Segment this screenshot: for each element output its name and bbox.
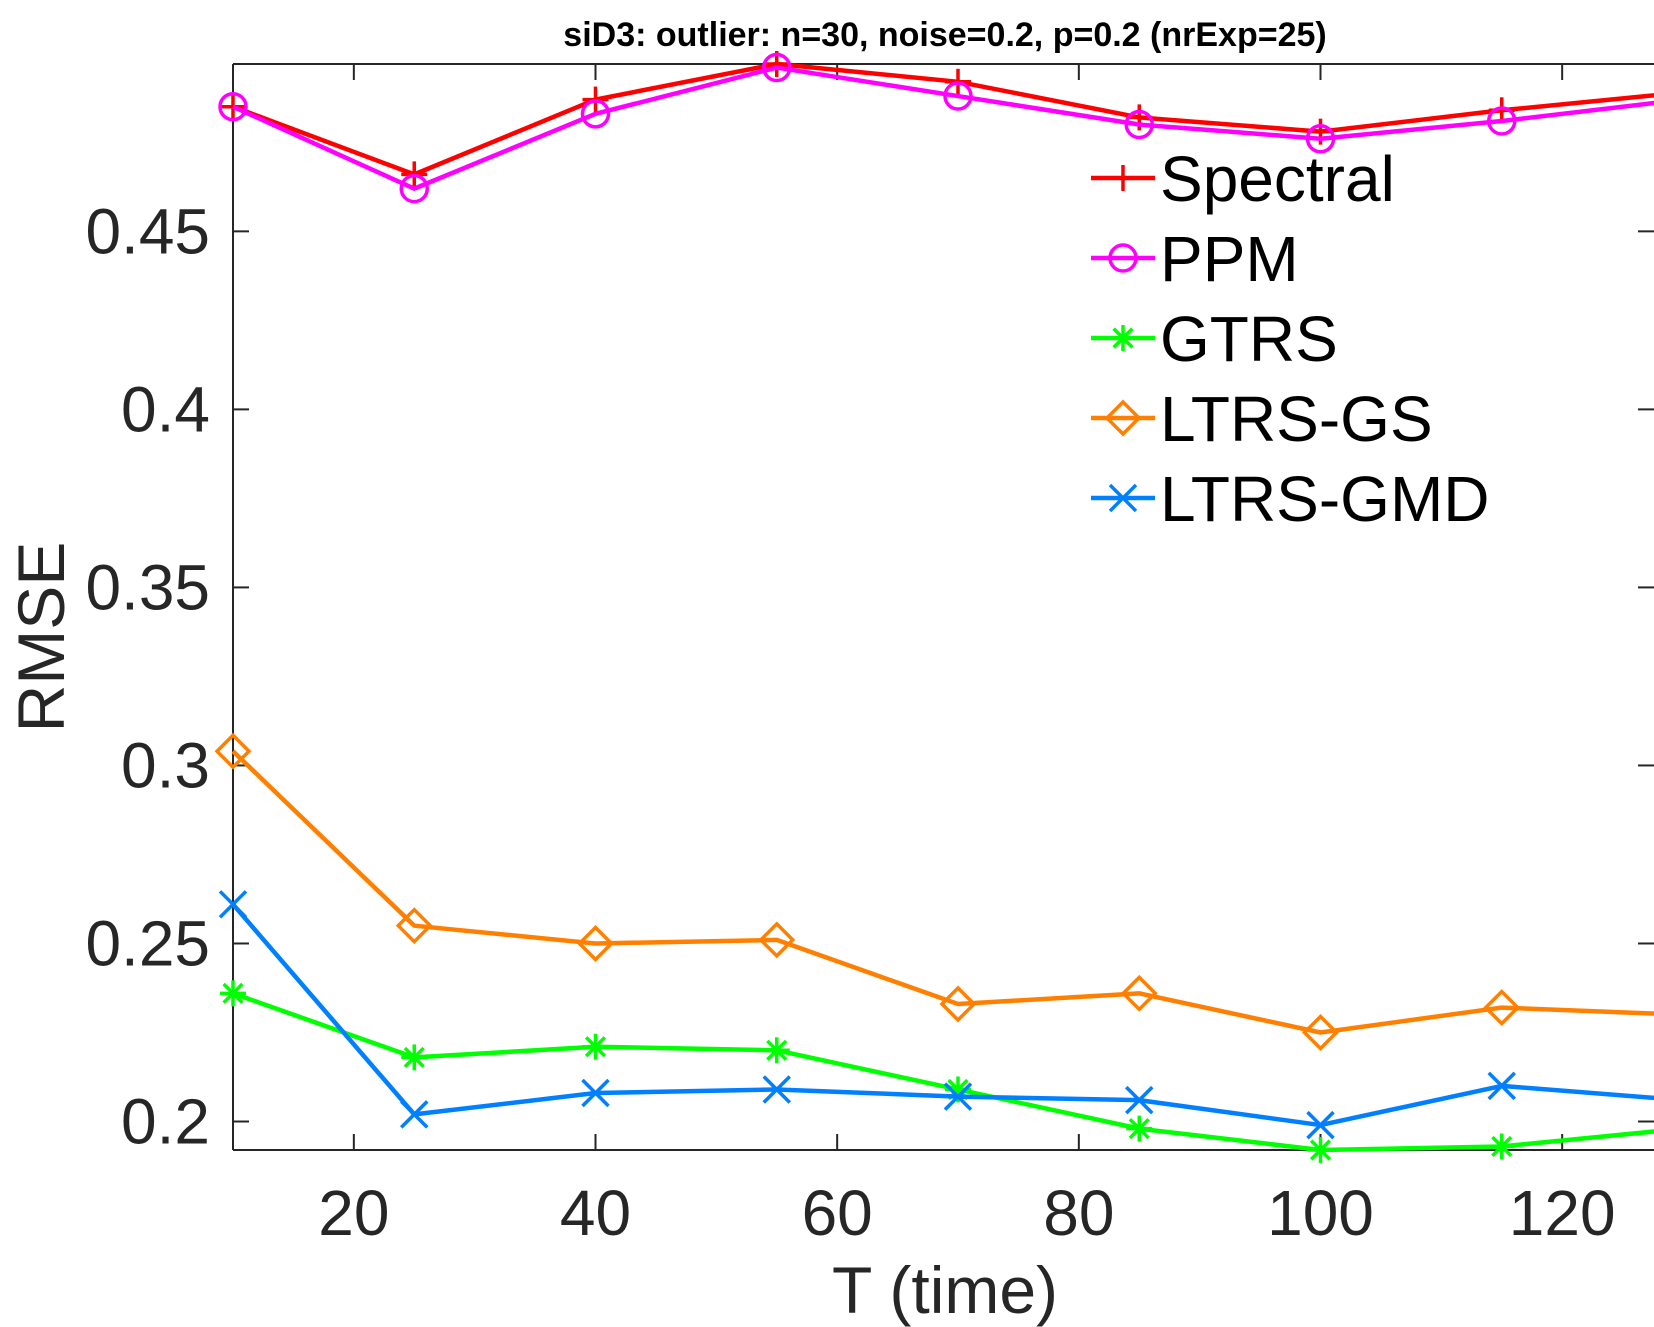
legend-label: Spectral bbox=[1160, 143, 1395, 215]
legend-marker bbox=[1110, 325, 1136, 351]
data-point-gtrs bbox=[1488, 1133, 1515, 1160]
data-point-gtrs bbox=[763, 1037, 790, 1064]
y-axis-label: RMSE bbox=[4, 542, 78, 733]
y-tick-label: 0.45 bbox=[85, 195, 210, 267]
legend-marker bbox=[1108, 483, 1138, 513]
data-point-ltrs-gs bbox=[1302, 1014, 1339, 1051]
data-point-ltrs-gmd bbox=[1487, 1071, 1516, 1101]
series-line-ppm bbox=[232, 65, 1654, 191]
data-point-ppm bbox=[1487, 106, 1517, 136]
series-layer bbox=[214, 51, 1654, 1163]
data-point-ltrs-gmd bbox=[1306, 1110, 1335, 1140]
x-tick-label: 60 bbox=[802, 1177, 873, 1249]
data-point-gtrs bbox=[1126, 1115, 1153, 1142]
data-point-ltrs-gmd bbox=[762, 1075, 791, 1104]
data-point-ppm bbox=[1305, 124, 1336, 154]
y-tick-label: 0.2 bbox=[121, 1086, 210, 1158]
data-point-gtrs bbox=[1307, 1137, 1334, 1163]
x-tick-label: 80 bbox=[1043, 1177, 1114, 1249]
x-tick-label: 120 bbox=[1509, 1177, 1616, 1249]
legend-label: LTRS-GS bbox=[1160, 383, 1433, 455]
legend-item-ltrs-gs: LTRS-GS bbox=[1091, 383, 1433, 455]
data-point-ppm bbox=[399, 173, 429, 204]
data-point-gtrs bbox=[220, 980, 246, 1007]
y-tick-label: 0.4 bbox=[121, 373, 210, 445]
data-point-ltrs-gmd bbox=[581, 1078, 610, 1108]
data-point-ppm bbox=[943, 81, 973, 111]
x-tick-label: 40 bbox=[560, 1177, 631, 1249]
data-point-ltrs-gs bbox=[939, 985, 977, 1023]
legend-marker bbox=[1108, 243, 1138, 273]
plot-area bbox=[233, 64, 1654, 1150]
data-point-ltrs-gs bbox=[1120, 974, 1158, 1012]
data-point-ppm bbox=[580, 99, 611, 129]
data-point-ltrs-gs bbox=[577, 925, 614, 962]
legend-item-ltrs-gmd: LTRS-GMD bbox=[1091, 463, 1489, 535]
legend-label: GTRS bbox=[1160, 303, 1338, 375]
data-point-ltrs-gs bbox=[395, 907, 433, 945]
data-point-gtrs bbox=[582, 1033, 609, 1060]
data-point-ppm bbox=[762, 52, 792, 83]
data-point-ppm bbox=[1124, 109, 1154, 140]
data-point-ltrs-gs bbox=[1483, 989, 1521, 1027]
series-ppm bbox=[218, 52, 1654, 204]
data-point-ltrs-gs bbox=[214, 732, 252, 770]
legend-marker bbox=[1110, 165, 1136, 191]
series-gtrs bbox=[220, 980, 1654, 1163]
x-tick-label: 100 bbox=[1267, 1177, 1374, 1249]
data-point-ltrs-gs bbox=[758, 921, 796, 959]
plot-background bbox=[233, 64, 1654, 1150]
data-point-ltrs-gmd bbox=[1125, 1085, 1154, 1115]
y-tick-label: 0.3 bbox=[121, 729, 210, 801]
legend-item-gtrs: GTRS bbox=[1091, 303, 1338, 375]
x-axis-label: T (time) bbox=[832, 1253, 1058, 1327]
data-point-ltrs-gmd bbox=[400, 1100, 429, 1129]
data-point-ppm bbox=[218, 91, 248, 122]
legend-label: PPM bbox=[1160, 223, 1299, 295]
legend-item-spectral: Spectral bbox=[1091, 143, 1395, 215]
series-line-ltrs-gs bbox=[231, 749, 1654, 1035]
legend-label: LTRS-GMD bbox=[1160, 463, 1489, 535]
x-tick-label: 20 bbox=[318, 1177, 389, 1249]
chart-title: siD3: outlier: n=30, noise=0.2, p=0.2 (n… bbox=[563, 16, 1326, 54]
data-point-gtrs bbox=[401, 1044, 428, 1071]
data-point-ltrs-gmd bbox=[218, 890, 248, 919]
series-ltrs-gs bbox=[214, 732, 1654, 1051]
series-ltrs-gmd bbox=[218, 890, 1654, 1140]
data-point-ltrs-gmd bbox=[943, 1082, 973, 1111]
legend: Spectral PPM GTRS LTRS-GS LTRS-GMD bbox=[1091, 143, 1489, 535]
legend-item-ppm: PPM bbox=[1091, 223, 1299, 295]
legend-marker bbox=[1104, 399, 1142, 437]
y-tick-label: 0.25 bbox=[85, 907, 210, 979]
ticks: 20 40 60 80 100 120 0.2 0.25 0.3 0.35 0.4 0.45 bbox=[85, 64, 1654, 1249]
y-tick-label: 0.35 bbox=[85, 551, 210, 623]
